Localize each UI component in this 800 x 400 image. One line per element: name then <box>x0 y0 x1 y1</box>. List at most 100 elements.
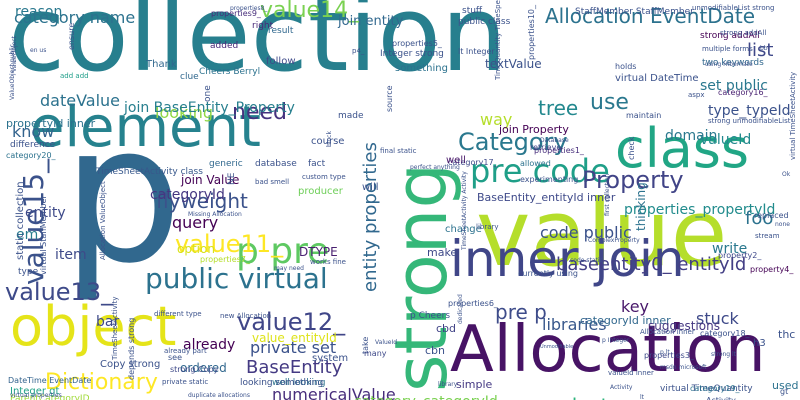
word-cloud-term: msdn microsoft <box>660 365 706 371</box>
word-cloud-term: thc <box>778 329 795 340</box>
word-cloud-term: different type <box>154 311 202 318</box>
word-cloud-term: works fine <box>310 259 346 266</box>
word-cloud-term: stuff <box>462 7 482 16</box>
word-cloud-term: h3 <box>753 339 766 349</box>
word-cloud-term: lt <box>640 395 644 400</box>
word-cloud-term: property4_ <box>750 266 793 274</box>
word-cloud-term: TimeQuantity TimeSpent <box>495 0 502 80</box>
word-cloud-term: StaffMember StaffMember <box>575 8 694 17</box>
word-cloud-term: maintain <box>626 112 661 120</box>
word-cloud-term: block <box>327 131 333 147</box>
word-cloud-term: strong <box>385 163 457 392</box>
word-cloud-term: simple <box>456 379 492 390</box>
word-cloud-term: add add <box>60 73 89 80</box>
word-cloud-term: type <box>18 268 38 277</box>
word-cloud-term: property2_ <box>718 252 761 260</box>
word-cloud-term: strong addAll <box>720 30 766 37</box>
word-cloud-term: make <box>427 247 457 258</box>
word-cloud-term: propertyId inner <box>6 118 95 129</box>
word-cloud-term: category20_ <box>6 152 56 160</box>
word-cloud-term: using Hibernate <box>705 62 753 68</box>
word-cloud-term: gt <box>780 388 788 396</box>
word-cloud-term: bb <box>760 46 768 52</box>
word-cloud-term: fact <box>308 160 325 169</box>
word-cloud-term: category_categoryId <box>354 395 498 400</box>
word-cloud-term: properties8_ <box>230 6 267 12</box>
word-cloud-term: cbn <box>425 345 445 356</box>
word-cloud-term: replaced <box>754 212 789 220</box>
word-cloud-term: Property <box>582 168 684 192</box>
word-cloud-term: category18_ <box>700 330 750 338</box>
word-cloud-term: unmodifiableList strong <box>692 5 775 12</box>
word-cloud-term: NE <box>228 173 237 185</box>
word-cloud-term: Allocation ValueObject <box>100 181 107 260</box>
word-cloud-term: object <box>10 300 176 354</box>
word-cloud-term: use <box>590 92 629 114</box>
word-cloud-term: Missing Allocation <box>188 212 242 218</box>
word-cloud-term: Thank <box>146 60 177 70</box>
word-cloud-term: category16_ <box>718 89 768 97</box>
word-cloud-term: reason <box>15 5 62 19</box>
word-cloud-term: p lt <box>660 350 670 356</box>
word-cloud-term: properties6_ <box>448 300 498 308</box>
word-cloud-term: pre p <box>495 302 547 322</box>
word-cloud-term: will <box>362 183 379 193</box>
word-cloud-term: looking something <box>240 379 323 388</box>
word-cloud-term: Ok <box>782 172 790 178</box>
word-cloud-term: cbd <box>436 323 456 334</box>
word-cloud-term: check <box>628 137 636 160</box>
word-cloud-term: right <box>252 22 273 31</box>
word-cloud-term: follow <box>266 57 296 67</box>
word-cloud-term: categoryId <box>150 188 225 202</box>
word-cloud-term: dateValue <box>40 93 120 109</box>
word-cloud-term: tree <box>538 98 578 118</box>
word-cloud-term: properties1_ <box>534 147 584 155</box>
word-cloud-term: DateTime EventDate <box>8 377 91 385</box>
word-cloud-term: lt Integer <box>458 48 495 56</box>
word-cloud-term: p Cheers <box>410 312 450 321</box>
word-cloud-term: first collection <box>605 174 611 216</box>
word-cloud-term: Allocation inner <box>640 329 695 336</box>
word-cloud-term: none <box>775 222 790 228</box>
word-cloud-term: bad smell <box>255 179 289 186</box>
word-cloud-term: multiple forms <box>702 46 753 53</box>
word-cloud-term: strong lt <box>711 352 736 358</box>
word-cloud-term: Database <box>540 138 569 144</box>
word-cloud-term: p4_ <box>352 48 364 55</box>
word-cloud-term: ensure <box>68 23 76 50</box>
word-cloud-term: type_typeId <box>708 104 791 118</box>
word-cloud-term: new Allocation <box>220 313 271 320</box>
word-cloud-term: perfect anything <box>410 165 460 171</box>
word-cloud-term: stream <box>755 233 780 240</box>
word-cloud-term: see <box>168 354 182 362</box>
word-cloud-term: TimeSheetActivity Activity <box>462 171 468 250</box>
word-cloud-term: one <box>204 85 213 102</box>
word-cloud-term: virtual properties <box>10 393 62 399</box>
word-cloud-term: strong Copy <box>170 366 218 374</box>
word-cloud-term: difference <box>10 141 55 150</box>
word-cloud-term: Cheers Berryl <box>199 68 260 77</box>
word-cloud-term: Activity <box>610 385 632 391</box>
word-cloud-term: properties7_ <box>200 256 250 264</box>
word-cloud-term: final static <box>380 148 417 155</box>
word-cloud-term: depends strong <box>128 318 136 380</box>
word-cloud-term: holds <box>615 63 636 71</box>
word-cloud-term: duplicate allocations <box>188 393 250 399</box>
word-cloud-term: static collection <box>16 181 26 260</box>
word-cloud-term: TimeSheetActivity <box>112 296 119 360</box>
word-cloud-term: en us <box>30 48 46 54</box>
word-cloud-term: experimenting <box>520 176 578 184</box>
word-cloud-term: clue <box>180 73 199 82</box>
word-cloud-term: option <box>177 243 215 255</box>
word-cloud-term: producer <box>298 187 343 197</box>
word-cloud-term: Unmodifiable <box>540 345 573 350</box>
word-cloud-term: join entity <box>338 15 403 28</box>
word-cloud-term: made <box>338 112 364 121</box>
word-cloud-term: join Property <box>499 124 569 135</box>
word-cloud-term: database <box>255 160 297 169</box>
word-cloud-term: virtual StaffMember <box>40 195 48 275</box>
word-cloud-term: entity properties <box>362 142 380 292</box>
word-cloud-term: strong unmodifiableList <box>708 118 791 125</box>
word-cloud-term: added <box>210 42 238 51</box>
word-cloud-term: valueId <box>700 133 751 147</box>
